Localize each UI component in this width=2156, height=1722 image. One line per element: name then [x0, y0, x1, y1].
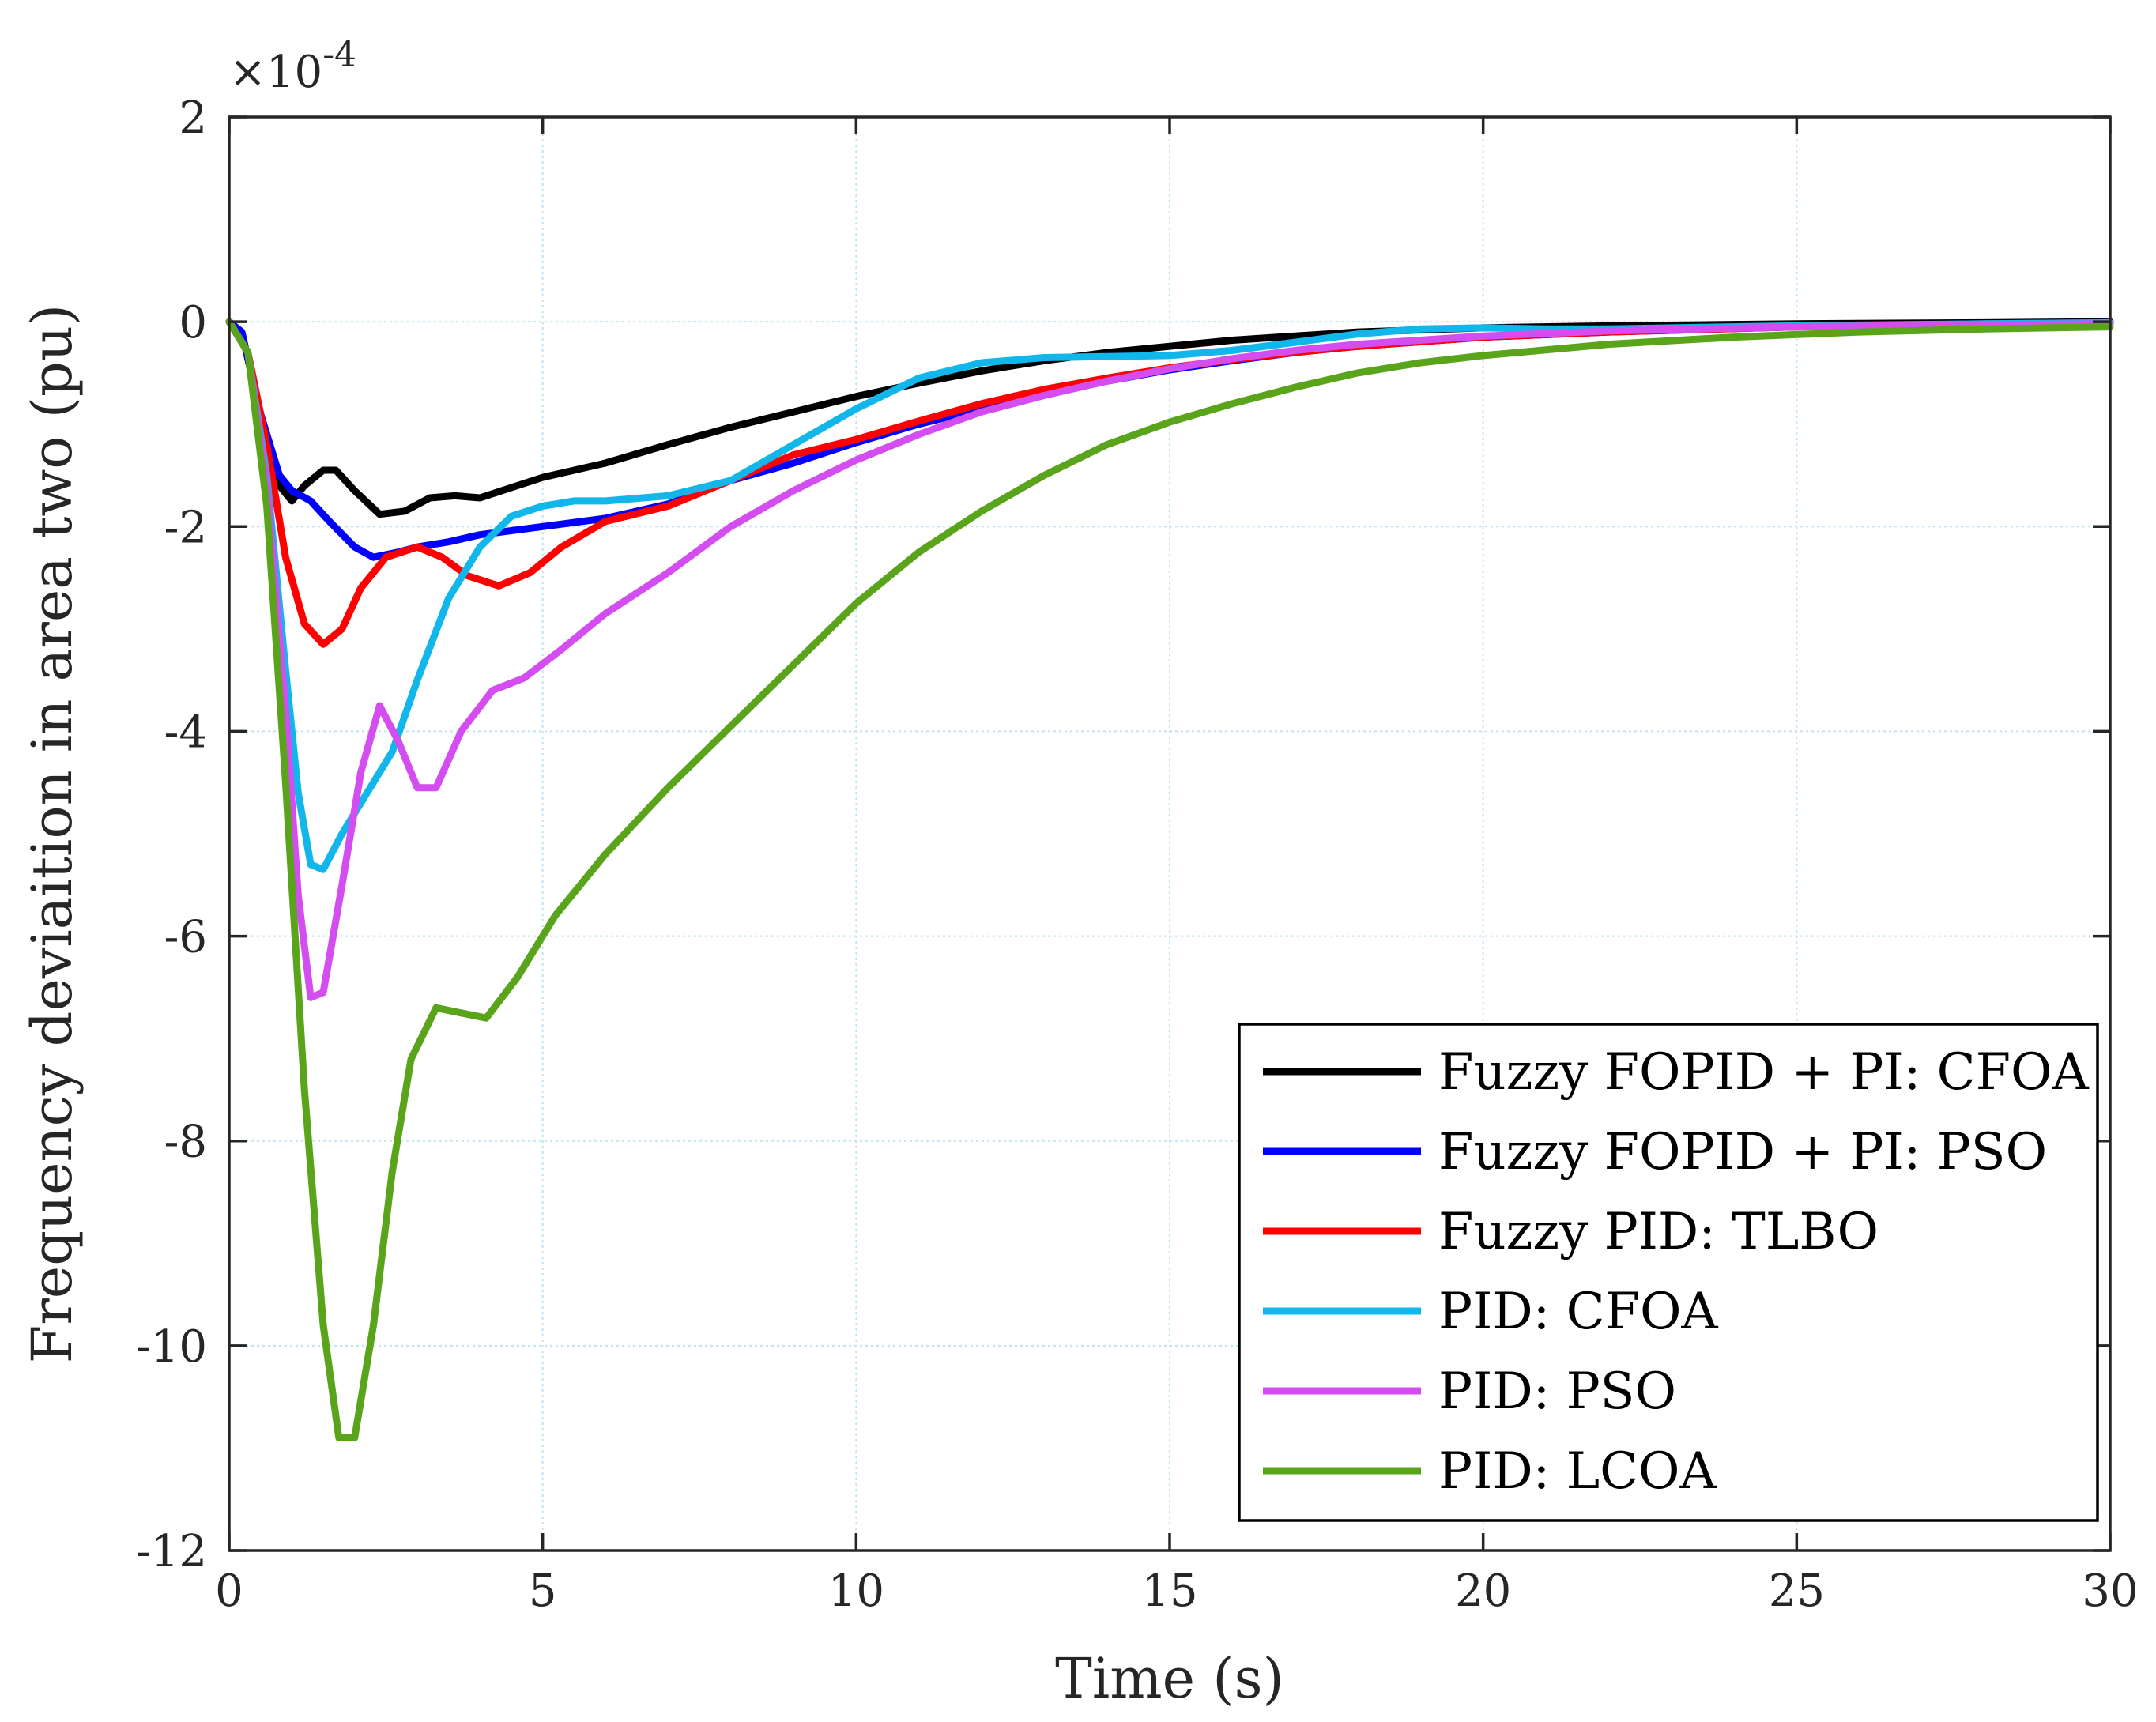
legend-label: PID: CFOA — [1438, 1283, 1718, 1341]
legend-label: PID: LCOA — [1438, 1442, 1717, 1501]
x-tick-label: 10 — [828, 1566, 884, 1617]
x-tick-label: 0 — [215, 1566, 243, 1617]
series-lines — [225, 318, 2114, 1441]
y-tick-label: -6 — [164, 912, 207, 963]
legend-label: Fuzzy PID: TLBO — [1438, 1203, 1879, 1261]
legend-label: Fuzzy FOPID + PI: PSO — [1438, 1123, 2047, 1181]
legend-box — [1238, 1023, 2099, 1522]
x-tick-label: 20 — [1455, 1566, 1511, 1617]
x-tick-label: 15 — [1141, 1566, 1197, 1617]
y-axis-label: Frequency deviaition in area two (pu) — [20, 304, 85, 1363]
series-line-fuzzy-fopid-pi-cfoa — [225, 318, 2114, 518]
x-tick-label: 25 — [1769, 1566, 1825, 1617]
y-tick-label: 0 — [179, 297, 207, 349]
legend: Fuzzy FOPID + PI: CFOA Fuzzy FOPID + PI: … — [1238, 1023, 2099, 1522]
y-tick-label: -8 — [164, 1117, 207, 1168]
x-tick-label: 5 — [529, 1566, 557, 1617]
series-line-pid-cfoa — [225, 318, 2114, 873]
y-tick-label: -10 — [136, 1321, 207, 1373]
legend-label: PID: PSO — [1438, 1362, 1676, 1421]
series-line-pid-lcoa — [225, 318, 2114, 1441]
x-tick-label: 30 — [2082, 1566, 2138, 1617]
y-tick-label: -2 — [164, 502, 207, 553]
y-tick-label: -12 — [136, 1526, 207, 1577]
y-tick-label: 2 — [179, 92, 207, 144]
legend-label: Fuzzy FOPID + PI: CFOA — [1438, 1043, 2090, 1102]
series-line-pid-pso — [225, 318, 2114, 1001]
y-tick-label: -4 — [164, 707, 207, 758]
y-scale-multiplier: ×10-4 — [229, 35, 356, 98]
x-axis-label: Time (s) — [1055, 1646, 1284, 1711]
